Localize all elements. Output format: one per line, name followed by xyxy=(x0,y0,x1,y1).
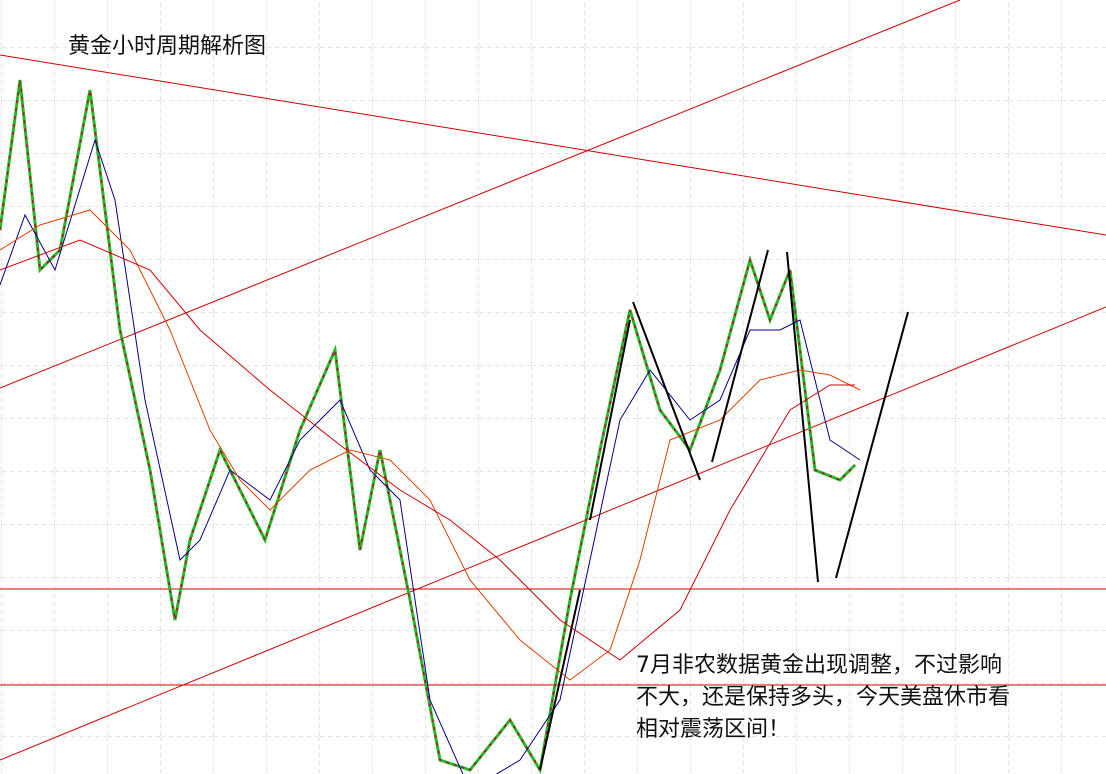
annotation-line: 相对震荡区间！ xyxy=(636,717,791,742)
annotation-line: 7月非农数据黄金出现调整，不过影响 xyxy=(636,653,1002,678)
chart-title: 黄金小时周期解析图 xyxy=(68,34,267,59)
ma-slow xyxy=(0,239,855,661)
ma-mid xyxy=(0,209,861,681)
pattern-lines xyxy=(539,249,909,771)
annotation: 7月非农数据黄金出现调整，不过影响 不大，还是保持多头，今天美盘休市看 相对震荡… xyxy=(636,650,1010,746)
price-path-red xyxy=(0,79,856,773)
ma-fast xyxy=(0,138,861,774)
annotation-line: 不大，还是保持多头，今天美盘休市看 xyxy=(636,685,1011,710)
